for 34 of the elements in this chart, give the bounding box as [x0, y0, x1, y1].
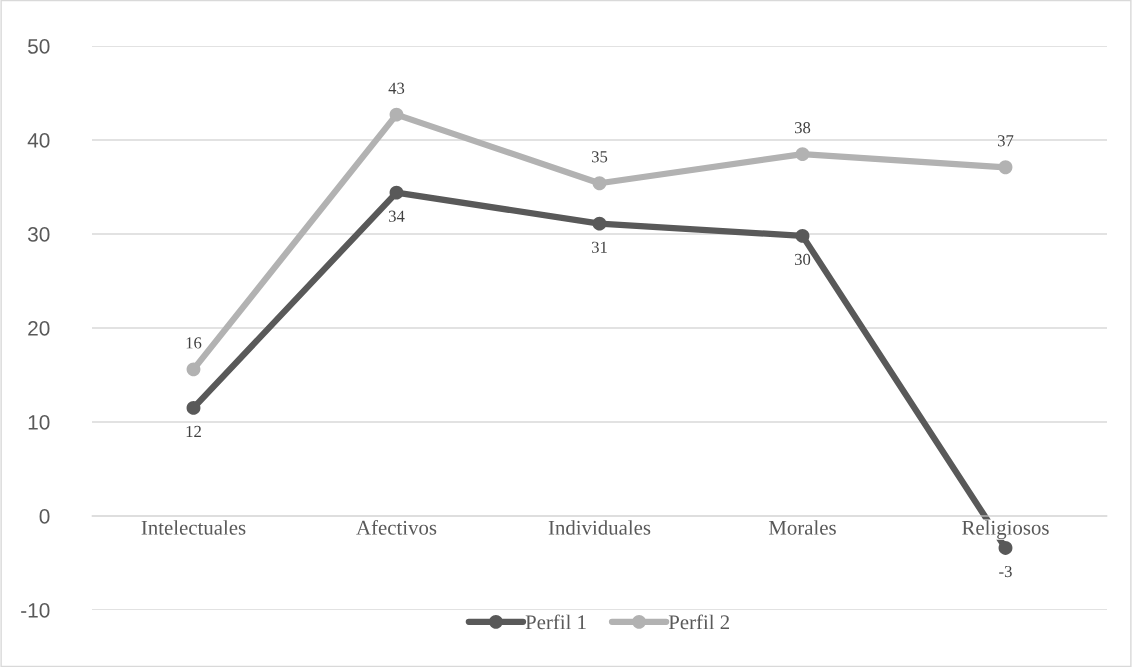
data-label: -3 — [999, 565, 1012, 578]
data-label: 12 — [186, 425, 201, 437]
point — [998, 541, 1013, 555]
data-label: 37 — [997, 135, 1014, 147]
point — [389, 107, 404, 122]
data-label: 30 — [794, 253, 811, 266]
y-tick-label: 30 — [27, 227, 50, 242]
data-label: 31 — [591, 241, 607, 253]
x-tick-label: Morales — [768, 520, 836, 535]
point — [998, 160, 1013, 175]
x-tick-label: Intelectuales — [141, 520, 246, 535]
data-label: 16 — [186, 337, 202, 349]
data-label: 35 — [591, 151, 608, 163]
data-label: 43 — [388, 82, 405, 94]
legend-label: Perfil 2 — [668, 614, 730, 630]
y-tick-label: 20 — [28, 321, 50, 336]
point — [186, 362, 201, 377]
point — [389, 185, 404, 200]
x-tick-label: Individuales — [548, 520, 651, 535]
y-tick-label: 50 — [28, 39, 50, 54]
y-tick-label: 40 — [27, 133, 50, 148]
y-tick-label: 10 — [28, 415, 50, 430]
point — [795, 147, 810, 162]
x-tick-label: Religiosos — [962, 520, 1049, 540]
point — [592, 216, 607, 231]
point — [795, 228, 810, 243]
y-tick-label: 0 — [39, 509, 50, 524]
data-label: 34 — [388, 210, 405, 222]
y-tick-label: -10 — [21, 603, 50, 618]
legend-label: Perfil 1 — [525, 614, 586, 630]
x-tick-label: Afectivos — [356, 519, 437, 535]
point — [186, 400, 201, 415]
data-label: 38 — [794, 122, 811, 134]
point — [592, 176, 607, 191]
